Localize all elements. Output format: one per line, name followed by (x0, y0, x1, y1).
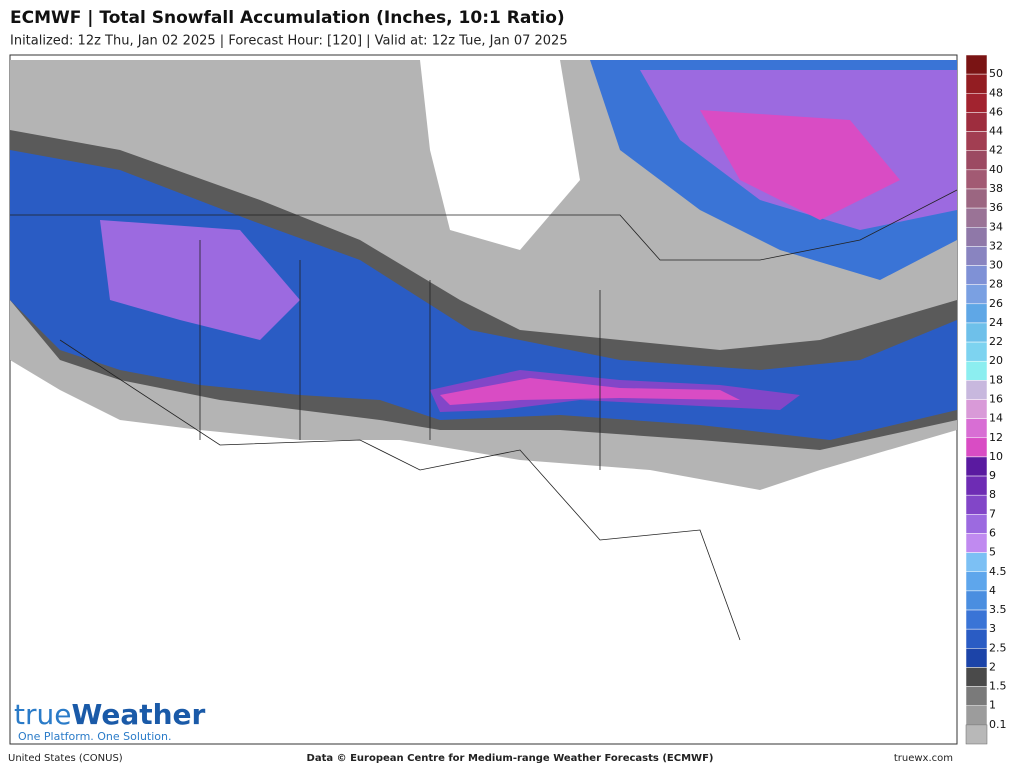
legend-swatch (965, 399, 988, 419)
legend-label: 40 (989, 163, 1003, 176)
legend-label: 36 (989, 201, 1003, 214)
legend-swatch (965, 475, 988, 496)
legend-label: 6 (989, 526, 996, 539)
legend-label: 34 (989, 220, 1003, 233)
legend-label: 46 (989, 105, 1003, 118)
snow-magenta (700, 110, 900, 220)
legend-swatch (965, 360, 988, 381)
legend-swatch (965, 169, 988, 190)
legend-label: 28 (989, 278, 1003, 291)
legend-label: 9 (989, 469, 996, 482)
legend-swatch (965, 112, 988, 132)
legend-swatch (965, 667, 988, 687)
title: ECMWF | Total Snowfall Accumulation (Inc… (10, 8, 565, 28)
subtitle: Initalized: 12z Thu, Jan 02 2025 | Forec… (10, 34, 568, 49)
legend-label: 16 (989, 393, 1003, 406)
legend-swatch (965, 437, 988, 458)
legend-swatch (965, 552, 988, 572)
legend-label: 50 (989, 67, 1003, 80)
legend-label: 44 (989, 125, 1003, 138)
legend-label: 20 (989, 354, 1003, 367)
legend-swatch (965, 609, 988, 630)
legend-swatch (965, 73, 988, 94)
legend-label: 26 (989, 297, 1003, 310)
legend-swatch (965, 227, 988, 247)
legend-label: 4.5 (989, 565, 1007, 578)
logo-part: Weather (71, 698, 205, 731)
legend-swatch (965, 265, 988, 285)
legend-label: 2.5 (989, 641, 1007, 654)
footer-center: Data © European Centre for Medium-range … (307, 753, 714, 764)
legend-label: 22 (989, 335, 1003, 348)
legend-label: 2 (989, 660, 996, 673)
footer-right: truewx.com (894, 753, 953, 764)
legend-swatch (965, 303, 988, 324)
no-snow (420, 60, 580, 250)
legend: 5048464442403836343230282624222018161412… (965, 54, 1007, 745)
legend-swatch (965, 418, 988, 439)
legend-swatch (965, 341, 988, 362)
legend-swatch (965, 131, 988, 151)
legend-swatch (965, 54, 988, 75)
snow-magenta-band (440, 378, 740, 405)
footer-left: United States (CONUS) (8, 753, 123, 764)
legend-swatch (965, 322, 988, 343)
legend-swatch (965, 571, 988, 592)
legend-swatch (965, 724, 988, 745)
legend-swatch (965, 628, 988, 649)
legend-label: 1 (989, 699, 996, 712)
legend-swatch (965, 648, 988, 668)
legend-label: 14 (989, 412, 1003, 425)
legend-label: 10 (989, 450, 1003, 463)
legend-swatch (965, 380, 988, 400)
logo: trueWeather (14, 698, 206, 731)
legend-label: 0.1 (989, 718, 1007, 731)
legend-label: 32 (989, 239, 1003, 252)
legend-label: 3.5 (989, 603, 1007, 616)
legend-swatch (965, 150, 988, 171)
legend-label: 3 (989, 622, 996, 635)
legend-label: 38 (989, 182, 1003, 195)
legend-label: 42 (989, 144, 1003, 157)
map (9, 54, 958, 745)
legend-label: 7 (989, 507, 996, 520)
legend-swatch (965, 686, 988, 706)
legend-label: 24 (989, 316, 1003, 329)
legend-swatch (965, 533, 988, 553)
legend-label: 30 (989, 259, 1003, 272)
legend-swatch (965, 93, 988, 113)
logo-part: true (14, 698, 71, 731)
legend-swatch (965, 705, 988, 726)
snow-blue (10, 150, 957, 440)
legend-label: 18 (989, 373, 1003, 386)
legend-swatch (965, 284, 988, 305)
legend-label: 12 (989, 431, 1003, 444)
legend-swatch (965, 188, 988, 209)
legend-swatch (965, 494, 988, 515)
legend-swatch (965, 456, 988, 477)
legend-label: 5 (989, 546, 996, 559)
legend-label: 4 (989, 584, 996, 597)
legend-label: 8 (989, 488, 996, 501)
logo-tagline: One Platform. One Solution. (18, 730, 171, 743)
legend-swatch (965, 207, 988, 228)
legend-swatch (965, 246, 988, 266)
legend-label: 1.5 (989, 680, 1007, 693)
legend-swatch (965, 590, 988, 611)
legend-swatch (965, 514, 988, 534)
borders (10, 189, 958, 641)
legend-label: 48 (989, 86, 1003, 99)
